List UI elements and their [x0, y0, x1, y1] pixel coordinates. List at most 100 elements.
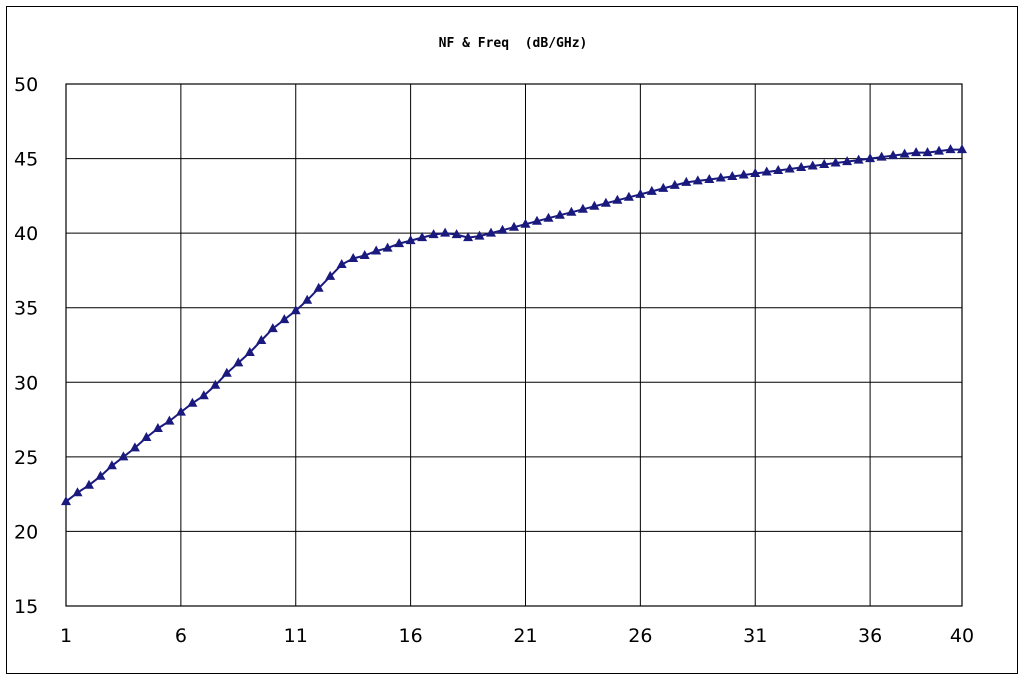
data-point	[428, 229, 439, 239]
data-point	[853, 154, 864, 164]
x-tick-label: 31	[743, 625, 767, 647]
data-point	[474, 230, 485, 240]
series-layer	[61, 144, 967, 506]
data-point	[681, 176, 692, 186]
data-point	[934, 145, 944, 155]
data-point	[773, 165, 784, 174]
data-point	[244, 347, 255, 356]
data-point	[118, 451, 129, 461]
y-tick-label: 20	[14, 521, 38, 543]
data-point	[945, 144, 956, 154]
data-point	[865, 153, 876, 163]
y-tick-label: 25	[14, 447, 38, 469]
data-point	[267, 323, 278, 333]
data-point	[543, 212, 554, 222]
data-point	[152, 423, 163, 432]
data-point	[84, 479, 94, 489]
data-point	[796, 162, 807, 171]
data-point	[922, 147, 933, 157]
data-point	[554, 209, 565, 219]
data-point	[463, 232, 474, 242]
data-point	[451, 229, 462, 239]
data-point	[566, 206, 577, 216]
data-point	[371, 245, 382, 255]
data-point	[957, 144, 967, 154]
data-point	[715, 172, 726, 182]
data-point	[336, 259, 347, 268]
data-point	[532, 215, 542, 225]
data-point	[359, 250, 370, 259]
y-tick-label: 15	[14, 596, 38, 618]
data-point	[888, 150, 899, 160]
data-point	[302, 294, 313, 304]
data-point	[646, 185, 657, 195]
data-point	[95, 470, 106, 480]
x-tick-label: 40	[950, 625, 974, 647]
chart-frame	[6, 6, 1018, 674]
x-tick-label: 16	[399, 625, 423, 647]
data-point	[589, 200, 600, 210]
y-tick-label: 35	[14, 298, 38, 320]
data-point	[842, 156, 853, 166]
x-tick-labels: 1 6 11 16 21 26 31 36 40	[60, 625, 974, 647]
data-point	[175, 406, 186, 416]
data-point	[486, 227, 496, 237]
data-point	[819, 159, 830, 168]
data-point	[612, 194, 623, 204]
data-point	[876, 151, 887, 161]
data-point	[600, 197, 611, 207]
y-tick-label: 30	[14, 372, 38, 394]
data-point	[520, 218, 531, 228]
data-point	[106, 460, 117, 470]
x-tick-label: 36	[858, 625, 882, 647]
data-point	[658, 182, 669, 192]
data-point	[761, 166, 772, 176]
data-point	[623, 191, 634, 201]
data-point	[198, 390, 209, 400]
data-point	[313, 282, 324, 292]
data-point	[692, 175, 703, 185]
y-tick-label: 50	[14, 74, 38, 96]
chart-title: NF & Freq (dB/GHz)	[438, 36, 588, 51]
data-point	[911, 147, 922, 157]
x-tick-label: 1	[60, 625, 72, 647]
data-point	[750, 168, 761, 177]
data-point	[72, 487, 83, 497]
data-point	[187, 397, 198, 407]
y-tick-labels: 15 20 25 30 35 40 45 50	[14, 74, 38, 618]
data-point	[279, 314, 290, 324]
data-point	[830, 157, 841, 167]
x-tick-label: 21	[513, 625, 537, 647]
data-point	[164, 415, 175, 425]
data-point	[635, 188, 646, 198]
data-point	[394, 238, 405, 248]
data-point	[509, 221, 519, 231]
data-point	[497, 224, 508, 234]
data-point	[256, 335, 267, 344]
x-tick-label: 11	[284, 625, 308, 647]
data-point	[738, 169, 749, 179]
data-point	[382, 242, 393, 252]
data-point	[325, 270, 336, 280]
y-tick-label: 45	[14, 149, 38, 171]
data-point	[290, 305, 301, 315]
data-point	[141, 432, 152, 441]
data-point	[348, 253, 359, 262]
data-point	[440, 227, 451, 237]
data-point	[669, 179, 680, 189]
data-point	[577, 203, 588, 213]
data-point	[129, 442, 140, 452]
y-tick-label: 40	[14, 223, 38, 245]
x-tick-label: 26	[628, 625, 652, 647]
plot-border	[65, 83, 963, 607]
data-point	[210, 379, 221, 389]
data-point	[807, 160, 818, 170]
data-point	[784, 163, 795, 173]
data-point	[727, 171, 738, 180]
grid	[65, 83, 963, 607]
x-tick-label: 6	[175, 625, 187, 647]
data-point	[417, 232, 428, 242]
data-point	[899, 148, 910, 158]
data-point	[405, 235, 416, 245]
